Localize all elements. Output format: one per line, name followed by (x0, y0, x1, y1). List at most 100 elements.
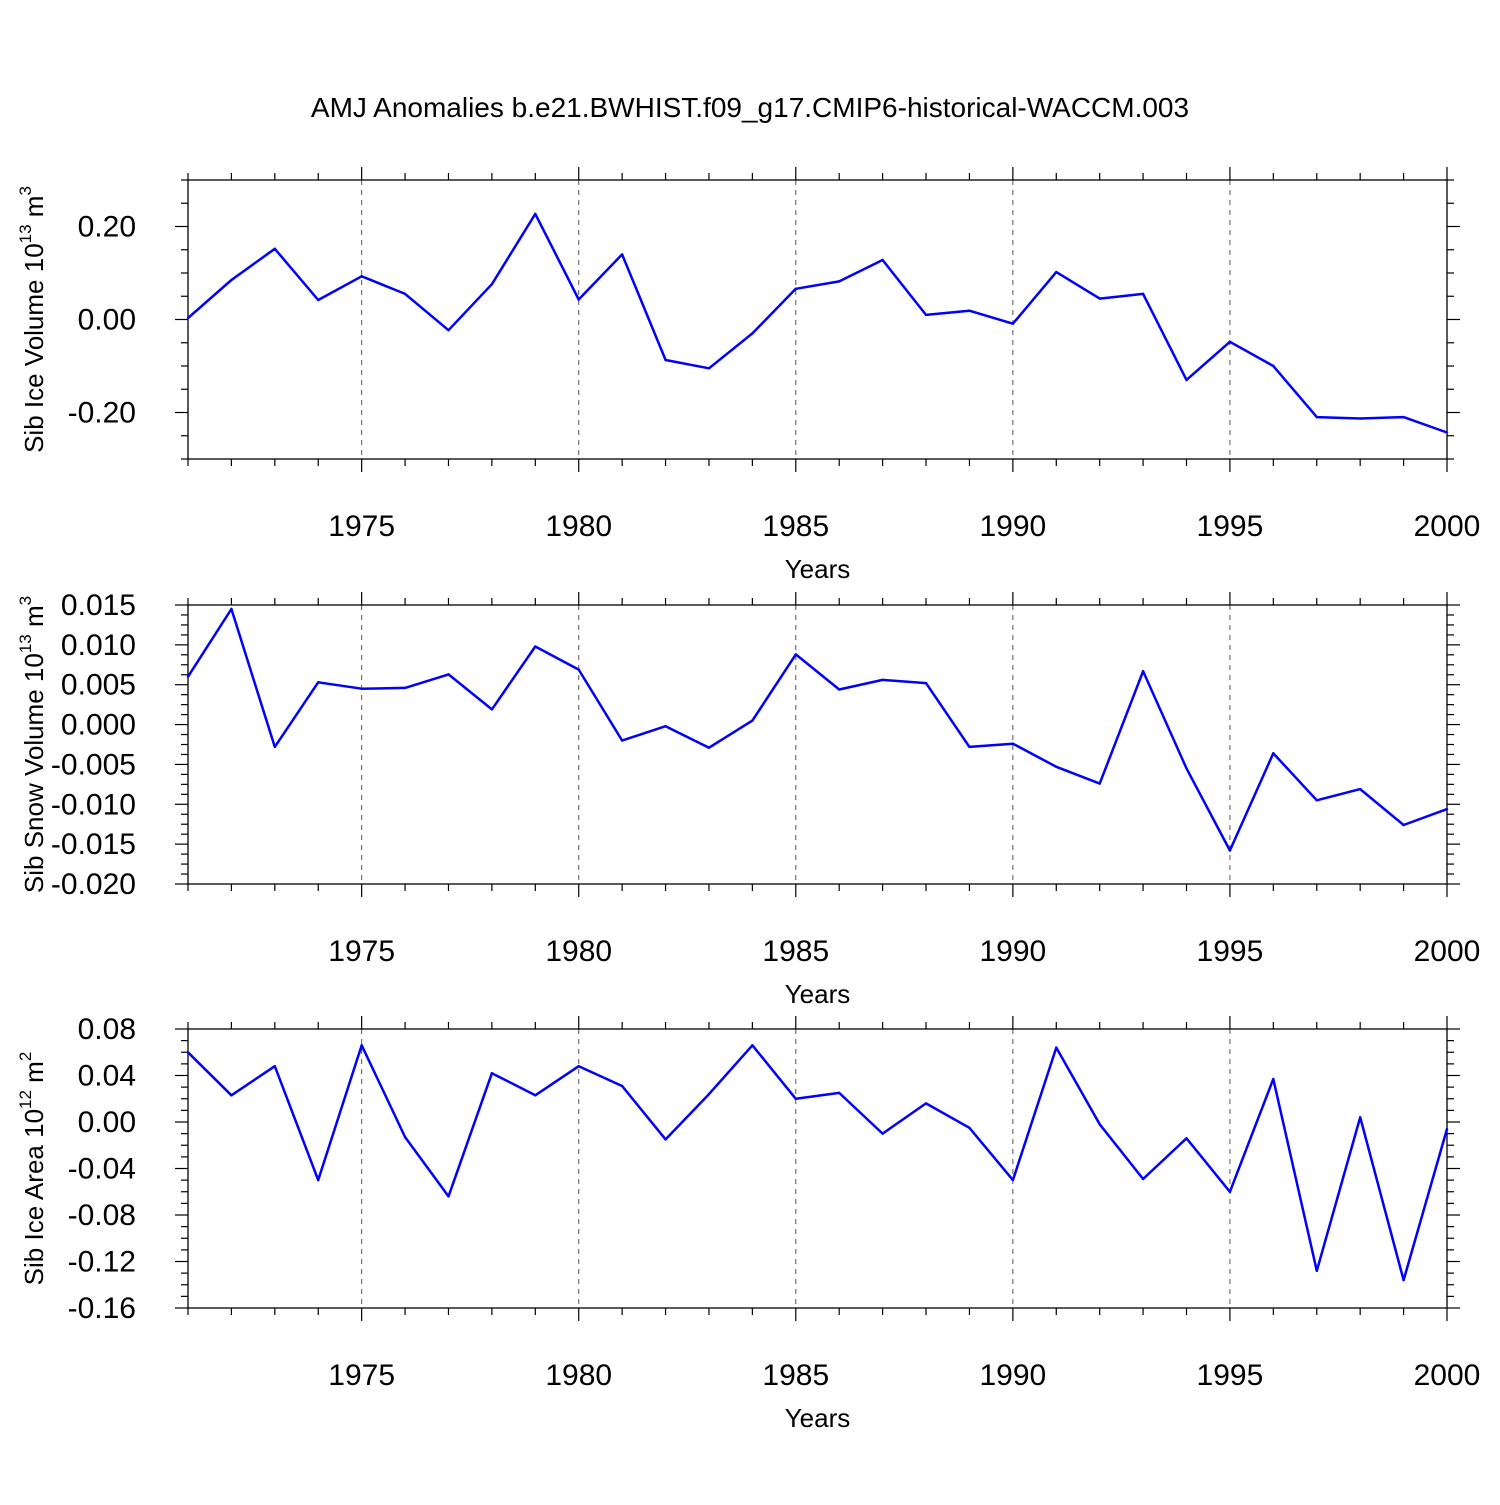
data-point (273, 247, 277, 251)
data-point (1445, 807, 1449, 811)
data-point (186, 1051, 190, 1054)
data-point (620, 739, 624, 742)
x-axis-title: Years (785, 979, 851, 1009)
x-tick-label: 1990 (979, 935, 1046, 968)
x-tick-label: 2000 (1414, 1359, 1481, 1392)
y-axis-title-unit-exponent: 3 (16, 186, 35, 195)
data-point (317, 1178, 320, 1182)
y-tick-label: -0.20 (68, 397, 136, 430)
data-point (447, 328, 450, 332)
panel-1: 1975 1980 1985 1990 1995 2000 -0.20 0.00 0.20 Yea… (16, 167, 1480, 584)
data-point (707, 367, 711, 370)
y-tick-label: -0.010 (51, 788, 136, 821)
data-point (664, 1138, 667, 1141)
data-point (186, 316, 190, 320)
data-point (1315, 799, 1318, 802)
x-tick-label: 1980 (545, 1359, 612, 1392)
x-axis-title: Years (785, 1403, 851, 1433)
data-point (620, 253, 624, 256)
data-point (1185, 1137, 1188, 1140)
x-tick-label: 1995 (1197, 510, 1264, 543)
data-point (534, 645, 537, 648)
y-tick-label: -0.04 (68, 1153, 136, 1186)
data-point (403, 1135, 407, 1139)
y-axis-title: Sib Ice Area 1012 m2 (16, 1052, 49, 1286)
y-tick-label: -0.12 (68, 1246, 136, 1279)
data-point (230, 278, 233, 282)
y-tick-label: 0.20 (78, 211, 136, 244)
data-point (317, 681, 320, 684)
plot-frame (187, 604, 1448, 885)
data-point (1098, 297, 1101, 300)
data-point (1141, 292, 1145, 296)
data-point (1185, 767, 1188, 770)
x-tick-label: 1980 (545, 935, 612, 968)
series-line (186, 607, 1448, 852)
y-axis-title-unit-exponent: 2 (16, 1052, 35, 1061)
panel-3: 1975 1980 1985 1990 1995 2000 -0.16 -0.12 -0.08 -… (16, 1013, 1480, 1433)
y-axis-title-text: Sib Snow Volume 10 (19, 653, 49, 893)
y-axis-title-unit-exponent: 3 (16, 596, 35, 605)
x-tick-label: 2000 (1414, 935, 1481, 968)
data-point (1055, 270, 1058, 274)
plot-frame (187, 1028, 1448, 1309)
data-point (751, 1044, 754, 1047)
y-axis-title-exponent: 13 (16, 224, 35, 243)
x-tick-label: 1990 (979, 1359, 1046, 1392)
data-point (1141, 669, 1145, 673)
data-point (1402, 823, 1405, 827)
data-point (1098, 1123, 1101, 1126)
data-point (1098, 782, 1101, 785)
data-point (1228, 1190, 1232, 1193)
data-point (620, 1084, 624, 1088)
data-point (1315, 1269, 1318, 1273)
data-point (1141, 1177, 1145, 1181)
x-tick-label: 1985 (762, 935, 829, 968)
x-tick-label: 1985 (762, 1359, 829, 1392)
data-point (924, 313, 928, 317)
y-tick-label: 0.04 (78, 1060, 136, 1093)
data-point (1272, 364, 1275, 368)
y-tick-label: -0.020 (51, 868, 136, 901)
data-point (577, 298, 580, 301)
figure-title: AMJ Anomalies b.e21.BWHIST.f09_g17.CMIP6… (311, 92, 1189, 123)
data-point (881, 258, 884, 262)
data-point (1445, 431, 1449, 434)
data-point (360, 1044, 363, 1047)
data-point (968, 1126, 971, 1130)
data-point (838, 280, 841, 283)
data-point (1358, 1116, 1362, 1119)
x-tick-label: 1990 (979, 510, 1046, 543)
data-point (838, 688, 841, 691)
data-point (1272, 1077, 1275, 1081)
y-tick-label: -0.005 (51, 748, 136, 781)
data-point (924, 681, 928, 685)
data-point (794, 287, 797, 291)
data-point (924, 1102, 928, 1105)
series-line (187, 212, 1448, 434)
data-point (1358, 787, 1362, 791)
y-tick-label: -0.16 (68, 1292, 136, 1325)
y-axis-title-unit: m (19, 1061, 49, 1090)
data-point (838, 1091, 841, 1095)
x-tick-label: 1985 (762, 510, 829, 543)
y-axis-title: Sib Snow Volume 1013 m3 (16, 596, 49, 893)
data-point (447, 673, 450, 676)
y-axis-title-text: Sib Ice Volume 10 (19, 243, 49, 453)
data-point (1228, 340, 1232, 344)
y-tick-label: 0.00 (78, 1106, 136, 1139)
data-point (1445, 1127, 1449, 1131)
y-tick-label: 0.00 (78, 304, 136, 337)
y-axis-title-text: Sib Ice Area 10 (19, 1109, 49, 1285)
panel-2: 1975 1980 1985 1990 1995 2000 -0.020 -0.015 -0.0… (16, 589, 1480, 1009)
x-tick-label: 1995 (1197, 1359, 1264, 1392)
data-point (1011, 742, 1015, 745)
data-point (707, 1092, 711, 1096)
x-tick-label: 1975 (328, 510, 395, 543)
x-axis-title: Years (785, 554, 851, 584)
data-point (794, 653, 797, 656)
data-point (1011, 1178, 1015, 1182)
y-tick-label: 0.000 (61, 709, 136, 742)
